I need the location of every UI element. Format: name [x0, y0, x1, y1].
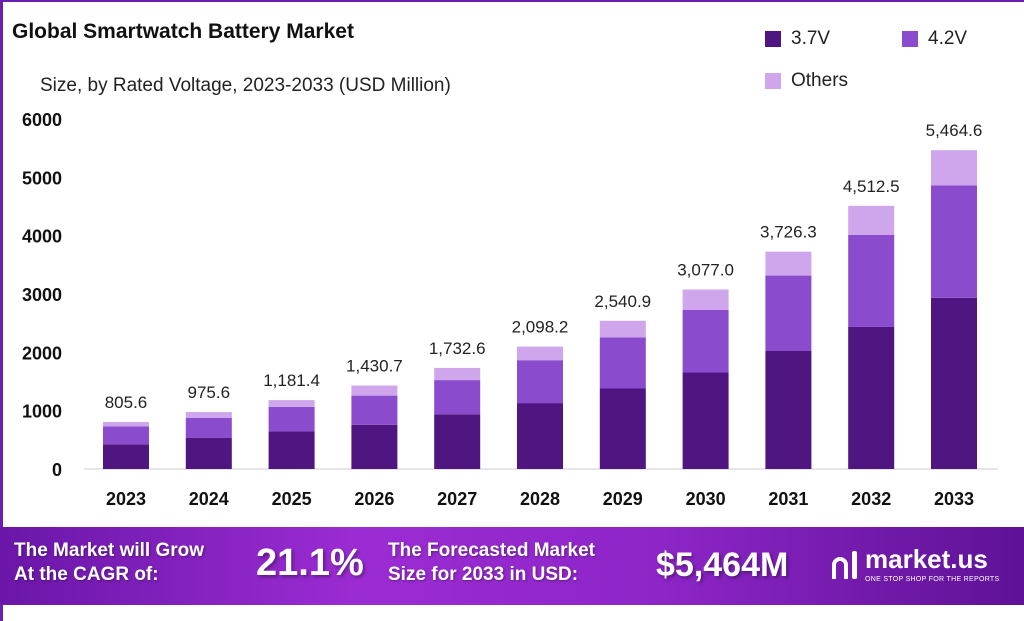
bar-segment-others [517, 346, 563, 361]
legend-label: 3.7V [791, 28, 831, 49]
brand-logo-bar-icon [852, 550, 857, 579]
x-tick-label: 2027 [437, 489, 477, 509]
y-tick-label: 5000 [22, 168, 62, 188]
bar-segment-4-2v [351, 395, 398, 425]
bar-segment-others [103, 421, 149, 427]
chart-title: Global Smartwatch Battery Market [12, 20, 354, 43]
y-tick-label: 0 [52, 460, 62, 480]
forecast-label: The Forecasted Market Size for 2033 in U… [388, 539, 595, 587]
x-tick-label: 2028 [520, 489, 560, 509]
forecast-label-line: The Forecasted Market [388, 540, 595, 561]
x-tick-label: 2024 [189, 489, 229, 509]
y-tick-label: 4000 [22, 227, 62, 247]
legend-swatch [902, 31, 918, 47]
total-data-label: 3,726.3 [760, 223, 817, 242]
x-tick-label: 2030 [686, 489, 726, 509]
legend-item-3-7v: 3.7V [765, 28, 830, 50]
bar-segment-3-7v [682, 372, 729, 469]
bar-segment-4-2v [765, 275, 812, 351]
cagr-label-line: The Market will Grow [14, 540, 205, 561]
legend-label: Others [791, 70, 849, 91]
bar-segment-3-7v [848, 326, 895, 469]
bar-segment-4-2v [434, 380, 481, 415]
brand-tagline: ONE STOP SHOP FOR THE REPORTS [865, 576, 1000, 583]
y-tick-label: 1000 [22, 402, 62, 422]
legend-label: 4.2V [928, 28, 968, 49]
total-data-label: 975.6 [188, 383, 231, 402]
bar-segment-3-7v [434, 414, 481, 469]
cagr-label-line: At the CAGR of: [14, 564, 159, 585]
x-tick-label: 2023 [106, 489, 146, 509]
bar-segment-3-7v [517, 403, 563, 469]
brand-name: market.us [865, 544, 988, 574]
bar-segment-4-2v [931, 185, 977, 298]
cagr-label: The Market will Grow At the CAGR of: [14, 539, 204, 587]
y-tick-label: 6000 [22, 110, 62, 130]
x-tick-label: 2026 [354, 489, 394, 509]
total-data-label: 3,077.0 [677, 261, 734, 280]
forecast-label-line: Size for 2033 in USD: [388, 564, 579, 585]
x-tick-label: 2031 [768, 489, 808, 509]
brand-logo-arch-icon [832, 556, 848, 579]
bar-segment-3-7v [268, 431, 315, 469]
bar-segment-others [931, 150, 977, 186]
bar-segment-others [848, 205, 895, 235]
bar-segment-3-7v [103, 444, 149, 469]
x-tick-label: 2032 [851, 489, 891, 509]
brand-logo-icon [832, 549, 857, 579]
summary-banner: The Market will Grow At the CAGR of: 21.… [0, 527, 1024, 605]
total-data-label: 1,181.4 [263, 371, 320, 390]
legend-item-others: Others [765, 70, 848, 92]
bar-segment-others [351, 385, 398, 396]
total-data-label: 4,512.5 [843, 177, 900, 196]
legend-swatch [765, 73, 781, 89]
forecast-value: $5,464M [656, 546, 789, 584]
x-tick-label: 2025 [272, 489, 312, 509]
total-data-label: 5,464.6 [926, 121, 983, 140]
bar-segment-4-2v [268, 406, 315, 432]
bar-segment-4-2v [517, 360, 563, 404]
total-data-label: 2,098.2 [512, 318, 569, 337]
brand-logo: market.us ONE STOP SHOP FOR THE REPORTS [832, 543, 999, 584]
bar-segment-others [682, 289, 729, 310]
bar-segment-others [185, 412, 232, 418]
bar-chart: 0 1000 2000 3000 4000 5000 6000 805.6 2023 975.6 2… [22, 110, 998, 509]
bar-segment-others [434, 367, 481, 381]
total-data-label: 1,430.7 [346, 357, 403, 376]
bar-segment-3-7v [599, 388, 646, 469]
bar-segment-3-7v [765, 350, 812, 469]
legend-swatch [765, 31, 781, 47]
bar-segment-others [765, 251, 812, 276]
total-data-label: 805.6 [105, 393, 148, 412]
x-tick-label: 2033 [934, 489, 974, 509]
cagr-value: 21.1% [256, 542, 364, 584]
total-data-label: 2,540.9 [594, 292, 651, 311]
bar-segment-3-7v [931, 297, 977, 469]
x-tick-label: 2029 [603, 489, 643, 509]
y-tick-label: 2000 [22, 343, 62, 363]
bar-segment-4-2v [185, 417, 232, 438]
y-tick-label: 3000 [22, 285, 62, 305]
bar-segment-4-2v [103, 426, 149, 445]
bar-segment-3-7v [185, 437, 232, 469]
chart-subtitle: Size, by Rated Voltage, 2023-2033 (USD M… [40, 75, 451, 96]
bar-segment-3-7v [351, 424, 398, 469]
bar-segment-others [599, 320, 646, 338]
total-data-label: 1,732.6 [429, 339, 486, 358]
bar-segment-4-2v [848, 234, 895, 327]
bar-segment-4-2v [599, 337, 646, 389]
bar-segment-others [268, 400, 315, 407]
legend-item-4-2v: 4.2V [902, 28, 967, 50]
bar-segment-4-2v [682, 309, 729, 373]
